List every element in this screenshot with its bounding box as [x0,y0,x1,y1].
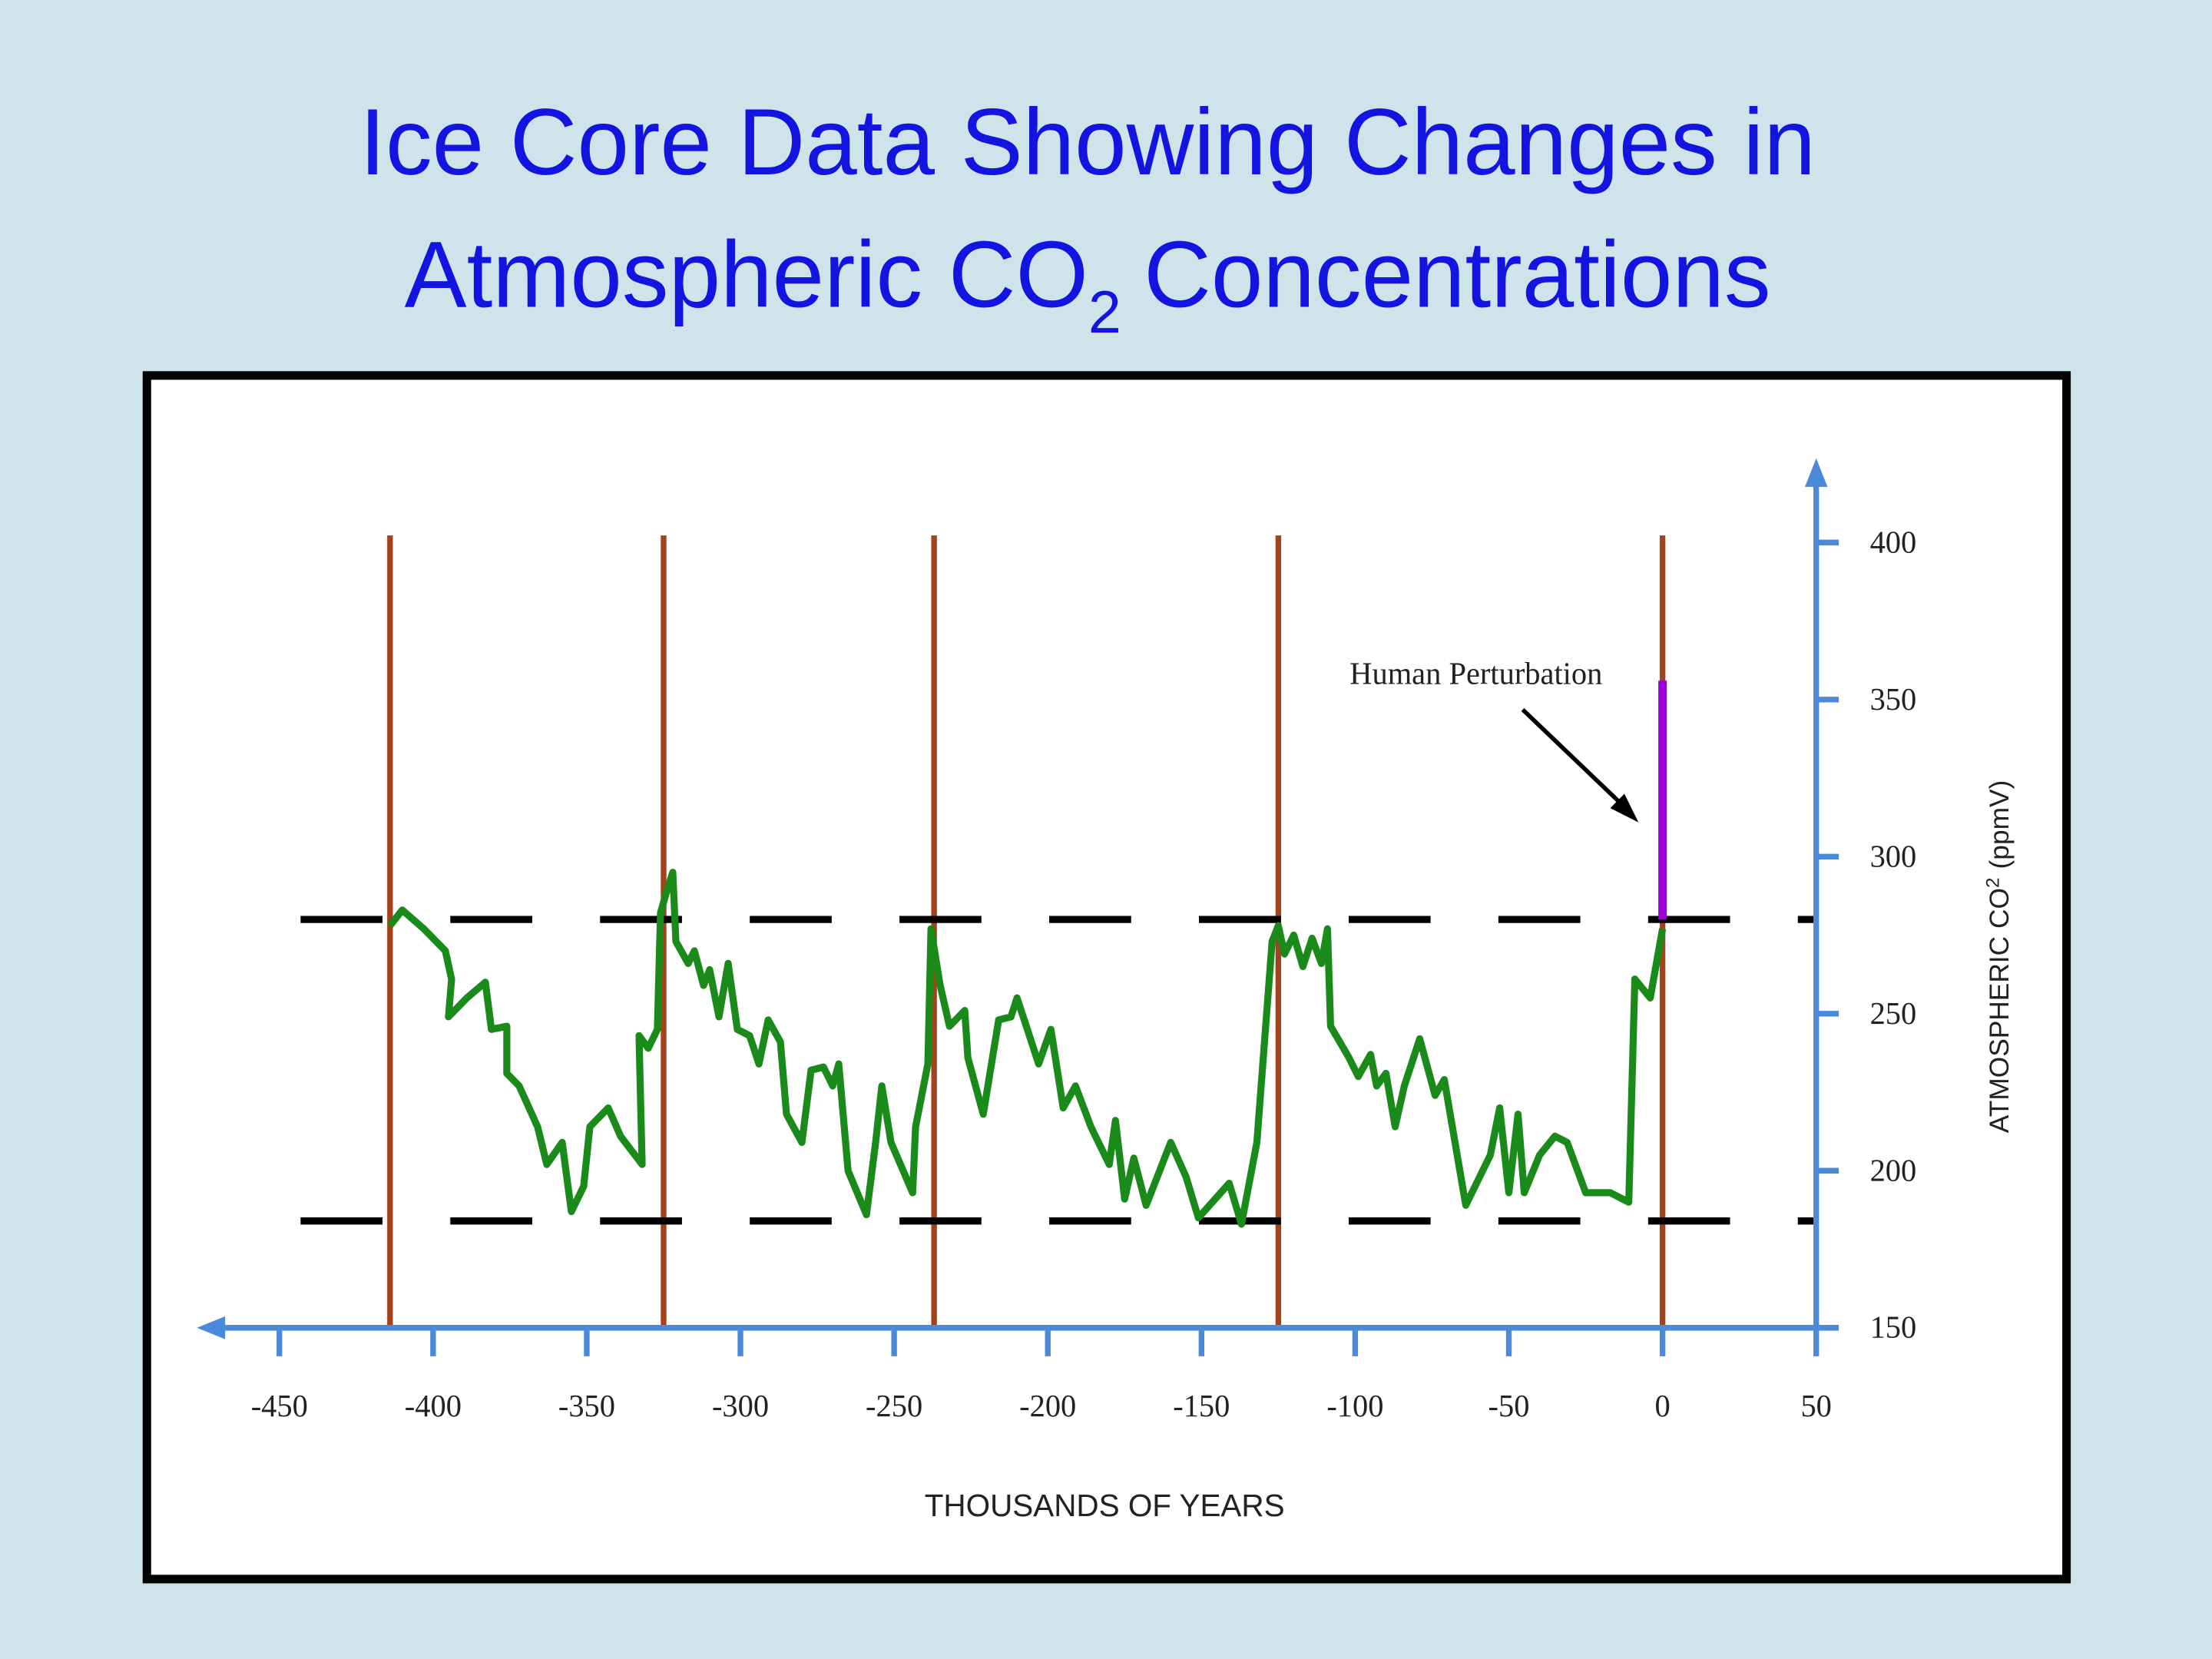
y-label-text: ATMOSPHERIC CO [1985,888,2015,1133]
y-axis-label: ATMOSPHERIC CO2 (ppmV) [1982,780,2015,1134]
x-tick-label: -400 [405,1389,462,1423]
y-tick-label: 150 [1870,1310,1917,1345]
title-text: Atmospheric CO [405,222,1088,327]
x-axis-label: THOUSANDS OF YEARS [925,1488,1285,1523]
x-tick-label: -100 [1326,1389,1383,1423]
x-tick-label: -50 [1488,1389,1530,1423]
y-tick-label: 400 [1870,525,1917,559]
title-text: Concentrations [1144,222,1770,327]
x-tick-label: 0 [1654,1389,1670,1423]
annotation-arrowhead [1610,793,1639,823]
x-tick-label: -250 [866,1389,922,1423]
y-label-superscript: 2 [1982,878,2003,888]
y-tick-label: 250 [1870,996,1917,1031]
co2-line [387,869,1667,1228]
x-tick-label: -300 [712,1389,769,1423]
chart-title-line-1: Ice Core Data Showing Changes in [359,89,1816,194]
x-tick-label: -200 [1019,1389,1076,1423]
annotation-arrow [1521,707,1629,812]
chart-title-line-2: Atmospheric CO2 Concentrations [405,222,1771,346]
y-tick-label: 350 [1870,682,1917,717]
x-tick-label: -150 [1173,1389,1230,1423]
x-tick-label: -450 [251,1389,308,1423]
title-subscript: 2 [1088,280,1121,346]
annotation: Human Perturbation [1349,656,1602,690]
x-tick-label: 50 [1800,1389,1831,1423]
y-tick-label: 200 [1870,1153,1917,1187]
x-axis-arrow [197,1316,226,1339]
x-tick-label: -350 [558,1389,615,1423]
plot-frame [142,371,2071,1584]
y-tick-label: 300 [1870,839,1917,873]
y-label-text: (ppmV) [1985,780,2015,869]
y-axis-arrow [1804,458,1828,487]
